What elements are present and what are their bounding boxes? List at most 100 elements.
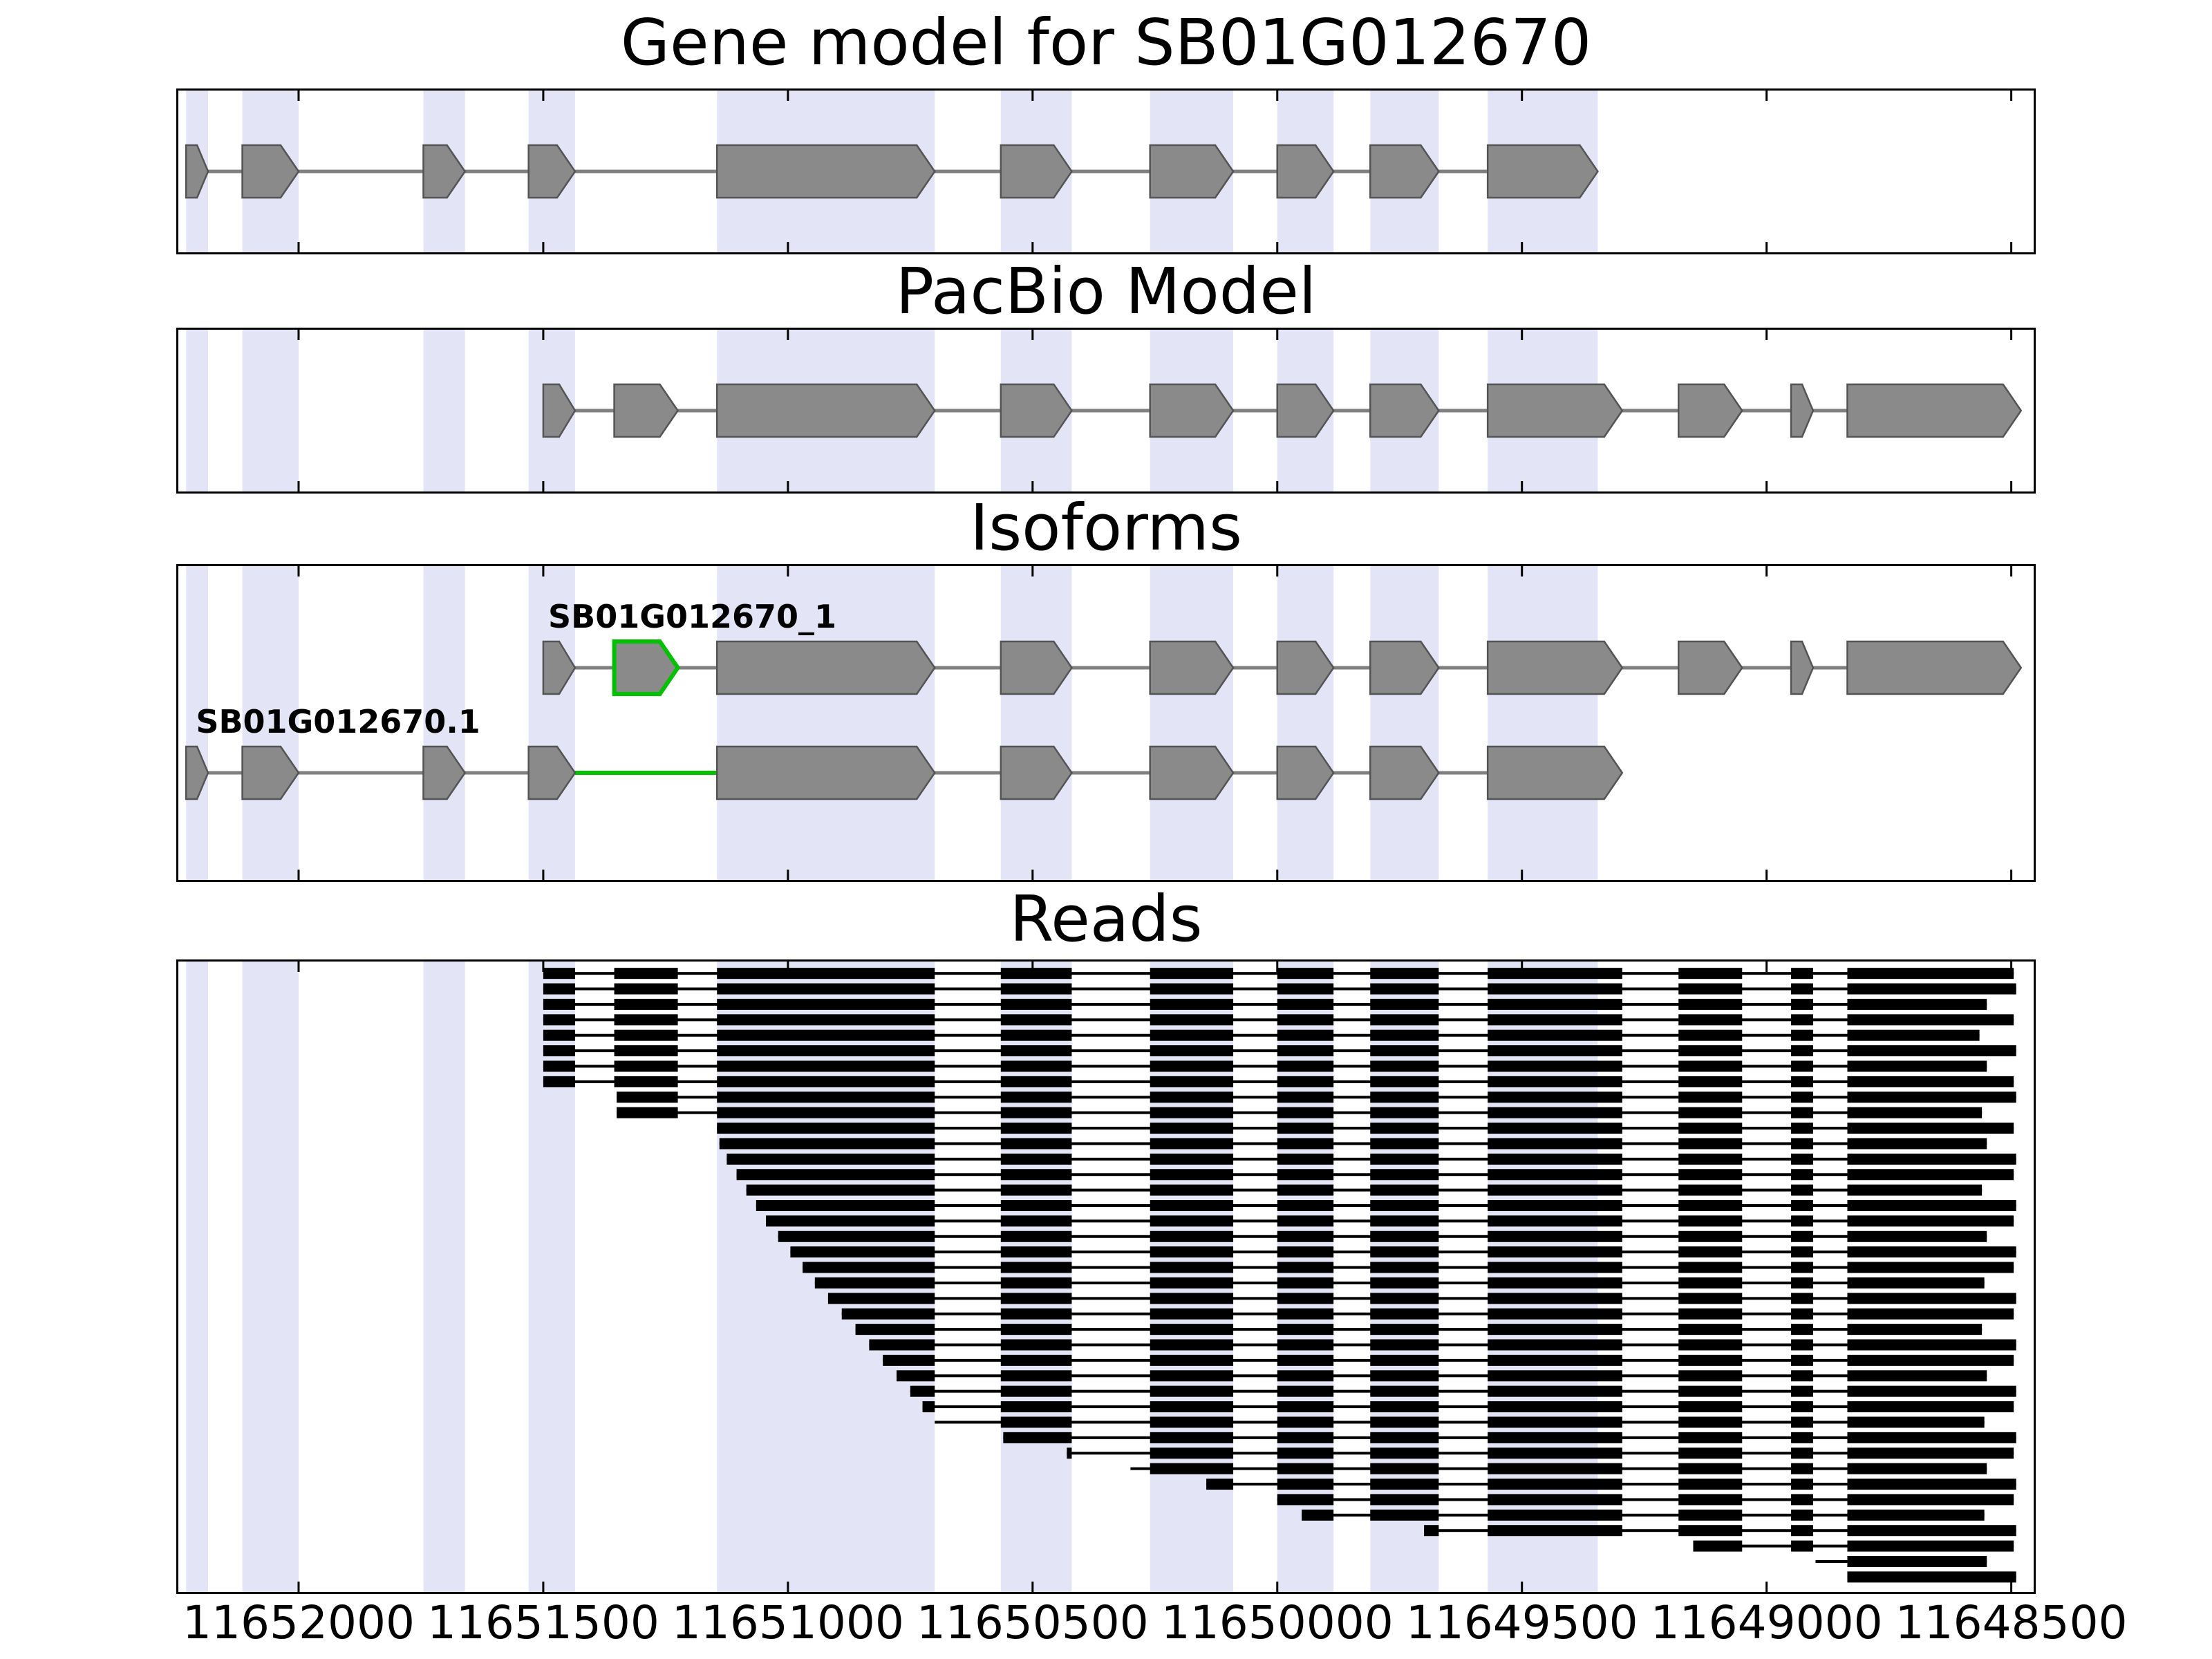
- read-exon-block: [1847, 1479, 2016, 1490]
- read-exon-block: [1150, 1091, 1234, 1103]
- read-exon-block: [1000, 998, 1072, 1010]
- pacbio-panel-title: PacBio Model: [895, 254, 1317, 328]
- exon: [1790, 383, 1815, 438]
- read-exon-block: [1150, 1123, 1234, 1134]
- read-exon-block: [1277, 1169, 1334, 1181]
- read: [1693, 1540, 2014, 1552]
- read-exon-block: [614, 983, 678, 995]
- read-exon-block: [1277, 1076, 1334, 1087]
- read-exon-block: [1000, 1308, 1072, 1320]
- read-exon-block: [1370, 1432, 1439, 1443]
- exon: [1000, 640, 1073, 695]
- gene-model-panel-title: Gene model for SB01G012670: [620, 6, 1592, 79]
- read-exon-block: [1277, 1479, 1334, 1490]
- read-exon-block: [1370, 983, 1439, 995]
- read-exon-block: [1847, 1200, 2016, 1212]
- read-exon-block: [614, 998, 678, 1010]
- exon: [1149, 144, 1235, 199]
- read-exon-block: [1847, 1525, 2016, 1537]
- read-exon-block: [717, 1029, 935, 1041]
- read-exon-block: [1370, 1447, 1439, 1459]
- exon-highlight-band: [186, 564, 209, 882]
- read-exon-block: [1150, 1262, 1234, 1273]
- read: [1847, 1571, 2016, 1583]
- read-exon-block: [1370, 1494, 1439, 1506]
- read-exon-block: [717, 1060, 935, 1072]
- read-exon-block: [1370, 1370, 1439, 1382]
- read-exon-block: [1488, 1184, 1622, 1196]
- read: [766, 1215, 2014, 1227]
- read-exon-block: [1003, 1432, 1072, 1443]
- read-exon-block: [1000, 1060, 1072, 1072]
- read-exon-block: [1678, 1293, 1743, 1304]
- read: [617, 1107, 1983, 1118]
- read-exon-block: [1791, 1354, 1813, 1366]
- read-exon-block: [543, 1045, 575, 1057]
- read: [841, 1308, 2014, 1320]
- read-exon-block: [1791, 1494, 1813, 1506]
- read-exon-block: [1000, 1014, 1072, 1026]
- read: [922, 1401, 2014, 1413]
- read-exon-block: [1488, 1169, 1622, 1181]
- read-exon-block: [1150, 1447, 1234, 1459]
- read-exon-block: [1678, 1401, 1743, 1413]
- exon-highlight-band: [1000, 564, 1072, 882]
- read-exon-block: [1847, 968, 2014, 980]
- read-exon-block: [1678, 1479, 1743, 1490]
- read-exon-block: [717, 1076, 935, 1087]
- read-exon-block: [1000, 1107, 1072, 1118]
- read-exon-block: [1277, 1277, 1334, 1288]
- read: [543, 1060, 1987, 1072]
- read-exon-block: [1791, 1293, 1813, 1304]
- read-exon-block: [1370, 1091, 1439, 1103]
- read-exon-block: [1277, 1339, 1334, 1351]
- exon-highlight-band: [242, 564, 299, 882]
- exon-highlight-band: [186, 328, 209, 494]
- read-exon-block: [1488, 1014, 1622, 1026]
- read-exon-block: [1693, 1540, 1743, 1552]
- read-exon-block: [1150, 1045, 1234, 1057]
- read-exon-block: [1791, 1416, 1813, 1428]
- read-exon-block: [1847, 1184, 1983, 1196]
- read-exon-block: [897, 1370, 935, 1382]
- x-tick-label: 11650000: [1161, 1596, 1394, 1649]
- read-exon-block: [1277, 1354, 1334, 1366]
- exon: [1276, 745, 1335, 800]
- read-exon-block: [1847, 1230, 1987, 1242]
- read-exon-block: [1791, 1184, 1813, 1196]
- exon: [1486, 383, 1624, 438]
- read-exon-block: [1150, 1308, 1234, 1320]
- exon-highlight-band: [423, 959, 465, 1594]
- exon: [527, 745, 577, 800]
- read-exon-block: [1370, 1076, 1439, 1087]
- read-exon-block: [922, 1401, 935, 1413]
- read-exon-block: [1277, 1138, 1334, 1150]
- read: [543, 1029, 1980, 1041]
- read-exon-block: [1791, 1230, 1813, 1242]
- read-exon-block: [1847, 1293, 2016, 1304]
- exon: [613, 383, 679, 438]
- x-axis-tick-labels: 11652000 11651500 11651000 11650500 11650000…: [0, 1596, 2212, 1659]
- read-exon-block: [1370, 1184, 1439, 1196]
- read-exon-block: [1000, 1416, 1072, 1428]
- read-exon-block: [1488, 1277, 1622, 1288]
- read-exon-block: [1488, 1385, 1622, 1397]
- read-exon-block: [1678, 968, 1743, 980]
- panel-frame: [176, 564, 2036, 882]
- read-exon-block: [1847, 1060, 1987, 1072]
- read-exon-block: [1277, 1230, 1334, 1242]
- exon: [715, 383, 936, 438]
- read-exon-block: [1847, 998, 1987, 1010]
- read: [727, 1153, 2016, 1165]
- exon-highlight-band: [242, 959, 299, 1594]
- read-exon-block: [1302, 1509, 1334, 1521]
- read-exon-block: [717, 1123, 935, 1134]
- highlighted-exon: [612, 639, 681, 696]
- read-exon-block: [1370, 1246, 1439, 1258]
- read-exon-block: [1000, 1262, 1072, 1273]
- exon: [241, 745, 300, 800]
- read: [855, 1324, 1983, 1335]
- read-exon-block: [1791, 1029, 1813, 1041]
- exon-highlight-band: [186, 959, 209, 1594]
- exon-highlight-band: [423, 328, 465, 494]
